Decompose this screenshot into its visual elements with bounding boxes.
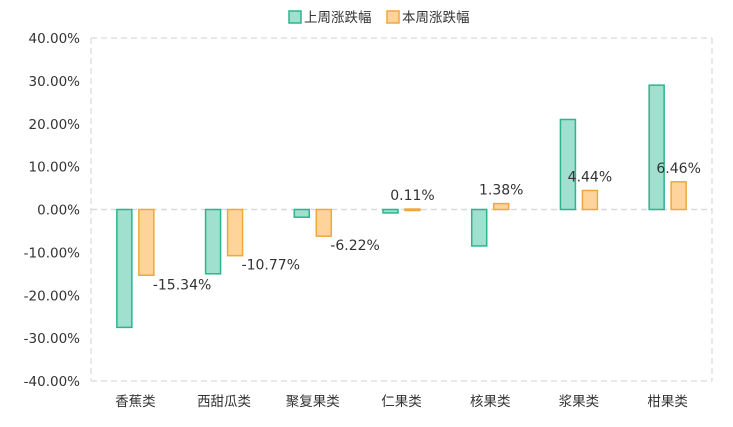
bar-last-week [204,208,222,275]
data-label: -10.77% [242,258,300,274]
x-axis: 香蕉类 西甜瓜类 聚复果类 仁果类 核果类 浆果类 柑果类 [115,393,688,410]
data-label: 1.38% [479,183,523,199]
bar-last-week [470,208,488,247]
y-tick-label: 20.00% [29,117,81,133]
x-category-label: 西甜瓜类 [197,394,251,410]
y-tick-label: -10.00% [24,245,81,261]
bar-this-week [138,208,155,277]
legend: 上周涨跌幅 本周涨跌幅 [288,10,470,26]
x-category-label: 仁果类 [381,394,422,410]
legend-label-this-week: 本周涨跌幅 [402,10,470,26]
x-category-label: 聚复果类 [286,393,340,410]
data-label: -6.22% [330,238,380,254]
y-tick-label: 40.00% [29,31,81,47]
bar-this-week [581,189,599,211]
bar-last-week [293,208,311,218]
legend-swatch-this-week [386,10,400,24]
data-labels: -15.34% -10.77% -6.22% 0.11% 1.38% 4.44% 6.46% [153,161,701,293]
y-tick-label: -30.00% [24,331,81,347]
bar-this-week [404,208,421,212]
y-tick-label: 0.00% [37,203,80,219]
legend-swatch-last-week [288,10,302,24]
y-tick-label: -40.00% [24,374,81,390]
plot-frame [90,37,713,382]
y-tick-label: -20.00% [24,288,81,304]
bar-this-week [492,202,510,211]
bar-this-week [226,208,244,257]
data-label: 6.46% [656,161,700,177]
bar-last-week [116,208,133,329]
bar-last-week [648,84,665,211]
data-label: -15.34% [153,277,211,293]
y-tick-label: 10.00% [29,160,81,176]
x-category-label: 柑果类 [647,394,688,410]
x-category-label: 核果类 [470,394,511,410]
bars [116,84,687,329]
data-label: 4.44% [568,169,612,185]
legend-label-last-week: 上周涨跌幅 [304,10,372,26]
x-category-label: 浆果类 [559,394,600,410]
y-tick-label: 30.00% [29,74,81,90]
bar-this-week [315,208,333,237]
bar-last-week [559,118,577,211]
bar-this-week [670,181,687,211]
bar-last-week [382,208,399,214]
x-category-label: 香蕉类 [115,394,156,410]
y-axis: 40.00% 30.00% 20.00% 10.00% 0.00% -10.00% -20.… [24,31,81,390]
data-label: 0.11% [390,188,434,204]
